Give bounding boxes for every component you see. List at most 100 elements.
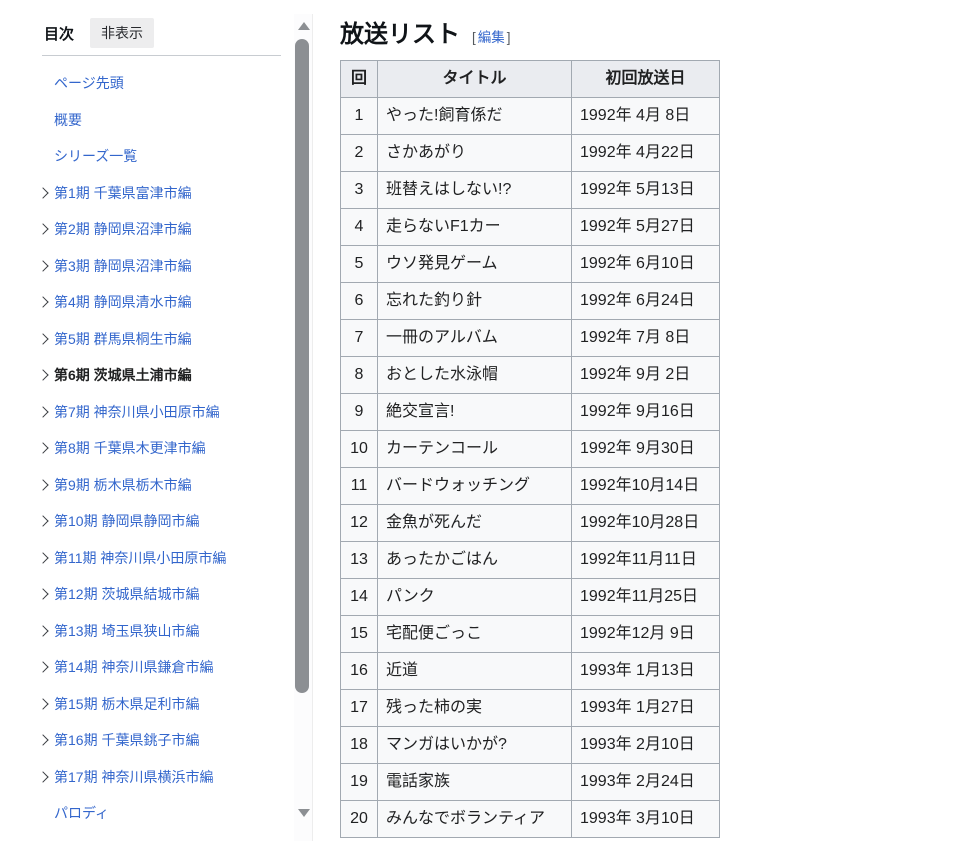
toc-item-label: 第13期 埼玉県狭山市編 [54, 622, 200, 639]
toc-item[interactable]: 第8期 千葉県木更津市編 [38, 430, 290, 467]
chevron-right-icon[interactable] [38, 262, 54, 270]
table-row: 2 さかあがり 1992年 4月22日 [340, 134, 720, 172]
table-row: 1 やった!飼育係だ 1992年 4月 8日 [340, 97, 720, 135]
air-date-cell: 1993年 2月24日 [571, 763, 720, 801]
table-row: 3 班替えはしない!? 1992年 5月13日 [340, 171, 720, 209]
episode-number-cell: 12 [340, 504, 378, 542]
air-date-cell: 1992年11月25日 [571, 578, 720, 616]
toc-item[interactable]: 第9期 栃木県栃木市編 [38, 467, 290, 504]
air-date-cell: 1992年 6月24日 [571, 282, 720, 320]
toc-item[interactable]: 第5期 群馬県桐生市編 [38, 321, 290, 358]
chevron-right-icon[interactable] [38, 335, 54, 343]
air-date-cell: 1992年12月 9日 [571, 615, 720, 653]
episode-number-cell: 5 [340, 245, 378, 283]
table-row: 7 一冊のアルバム 1992年 7月 8日 [340, 319, 720, 357]
toc-item[interactable]: シリーズ一覧 [38, 138, 290, 175]
chevron-right-icon[interactable] [38, 700, 54, 708]
toc-item-label: シリーズ一覧 [54, 148, 138, 165]
episode-number-cell: 17 [340, 689, 378, 727]
toc-item-label: 第1期 千葉県富津市編 [54, 184, 192, 201]
main-content: 放送リスト [編集] 回 タイトル 初回放送日 1 やった!飼育係だ 1992年… [340, 14, 720, 838]
air-date-cell: 1993年 3月10日 [571, 800, 720, 838]
toc-sidebar: 目次 非表示 ページ先頭 概要 シリーズ一覧 第1期 千葉県富津市編 第2期 静… [38, 18, 290, 832]
column-header-episode: 回 [340, 60, 378, 98]
air-date-cell: 1993年 1月27日 [571, 689, 720, 727]
toc-item[interactable]: 概要 [38, 102, 290, 139]
toc-list: ページ先頭 概要 シリーズ一覧 第1期 千葉県富津市編 第2期 静岡県沼津市編 … [38, 65, 290, 832]
table-row: 11 バードウォッチング 1992年10月14日 [340, 467, 720, 505]
toc-item-label: 第15期 栃木県足利市編 [54, 695, 200, 712]
episode-title-cell: 走らないF1カー [377, 208, 572, 246]
chevron-right-icon[interactable] [38, 663, 54, 671]
chevron-right-icon[interactable] [38, 554, 54, 562]
episode-title-cell: パンク [377, 578, 572, 616]
section-heading-row: 放送リスト [編集] [340, 14, 720, 48]
episode-title-cell: あったかごはん [377, 541, 572, 579]
air-date-cell: 1992年 4月22日 [571, 134, 720, 172]
toc-item-label: 第5期 群馬県桐生市編 [54, 330, 192, 347]
toc-header: 目次 非表示 [38, 18, 290, 48]
episode-title-cell: さかあがり [377, 134, 572, 172]
toc-item[interactable]: 第17期 神奈川県横浜市編 [38, 759, 290, 796]
toc-item[interactable]: 第7期 神奈川県小田原市編 [38, 394, 290, 431]
toc-item[interactable]: 第2期 静岡県沼津市編 [38, 211, 290, 248]
toc-item[interactable]: 第1期 千葉県富津市編 [38, 175, 290, 212]
episode-number-cell: 16 [340, 652, 378, 690]
air-date-cell: 1992年 7月 8日 [571, 319, 720, 357]
table-row: 12 金魚が死んだ 1992年10月28日 [340, 504, 720, 542]
chevron-right-icon[interactable] [38, 225, 54, 233]
chevron-right-icon[interactable] [38, 298, 54, 306]
episode-number-cell: 18 [340, 726, 378, 764]
edit-section: [編集] [472, 26, 511, 46]
toc-item-label: 概要 [54, 111, 82, 128]
toc-item[interactable]: 第13期 埼玉県狭山市編 [38, 613, 290, 650]
chevron-right-icon[interactable] [38, 517, 54, 525]
edit-link[interactable]: 編集 [477, 30, 505, 45]
section-heading: 放送リスト [340, 21, 460, 48]
episode-number-cell: 13 [340, 541, 378, 579]
chevron-right-icon[interactable] [38, 408, 54, 416]
chevron-right-icon[interactable] [38, 736, 54, 744]
episode-title-cell: 電話家族 [377, 763, 572, 801]
toc-item[interactable]: 第11期 神奈川県小田原市編 [38, 540, 290, 577]
air-date-cell: 1992年11月11日 [571, 541, 720, 579]
episode-title-cell: みんなでボランティア [377, 800, 572, 838]
scrollbar-thumb[interactable] [295, 39, 309, 693]
toc-item[interactable]: 第3期 静岡県沼津市編 [38, 248, 290, 285]
toc-scrollbar-track[interactable] [294, 14, 313, 841]
chevron-right-icon[interactable] [38, 590, 54, 598]
toc-item[interactable]: 第12期 茨城県結城市編 [38, 576, 290, 613]
episode-number-cell: 2 [340, 134, 378, 172]
edit-bracket-open: [ [472, 30, 476, 45]
episode-title-cell: 絶交宣言! [377, 393, 572, 431]
toc-item[interactable]: 第16期 千葉県銚子市編 [38, 722, 290, 759]
episode-title-cell: 忘れた釣り針 [377, 282, 572, 320]
episode-number-cell: 19 [340, 763, 378, 801]
table-row: 20 みんなでボランティア 1993年 3月10日 [340, 800, 720, 838]
episode-number-cell: 14 [340, 578, 378, 616]
chevron-right-icon[interactable] [38, 481, 54, 489]
chevron-right-icon[interactable] [38, 773, 54, 781]
toc-item[interactable]: 第6期 茨城県土浦市編 [38, 357, 290, 394]
toc-item[interactable]: パロディ [38, 795, 290, 832]
chevron-right-icon[interactable] [38, 627, 54, 635]
toc-item[interactable]: 第4期 静岡県清水市編 [38, 284, 290, 321]
toc-title: 目次 [44, 25, 75, 43]
toc-item[interactable]: 第14期 神奈川県鎌倉市編 [38, 649, 290, 686]
scroll-up-button[interactable] [298, 22, 310, 30]
toc-hide-button[interactable]: 非表示 [90, 18, 155, 48]
toc-item[interactable]: 第10期 静岡県静岡市編 [38, 503, 290, 540]
episode-title-cell: 金魚が死んだ [377, 504, 572, 542]
chevron-right-icon[interactable] [38, 444, 54, 452]
air-date-cell: 1992年 9月30日 [571, 430, 720, 468]
toc-item[interactable]: ページ先頭 [38, 65, 290, 102]
toc-item-label: 第12期 茨城県結城市編 [54, 586, 200, 603]
chevron-right-icon[interactable] [38, 371, 54, 379]
table-row: 14 パンク 1992年11月25日 [340, 578, 720, 616]
chevron-right-icon[interactable] [38, 189, 54, 197]
episode-number-cell: 3 [340, 171, 378, 209]
toc-item-label: 第14期 神奈川県鎌倉市編 [54, 659, 214, 676]
toc-item[interactable]: 第15期 栃木県足利市編 [38, 686, 290, 723]
scroll-down-button[interactable] [298, 809, 310, 817]
